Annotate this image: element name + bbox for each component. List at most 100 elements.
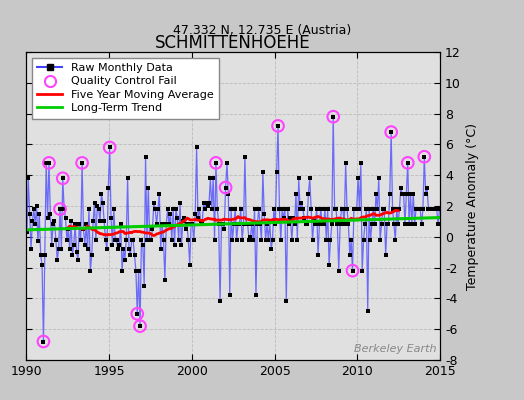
Point xyxy=(337,206,346,212)
Point xyxy=(332,206,340,212)
Point xyxy=(57,246,66,252)
Point xyxy=(435,206,444,212)
Point xyxy=(420,154,429,160)
Point xyxy=(105,144,114,151)
Point xyxy=(398,190,407,197)
Point xyxy=(81,241,89,248)
Point xyxy=(290,221,299,228)
Y-axis label: Temperature Anomaly (°C): Temperature Anomaly (°C) xyxy=(466,122,479,290)
Point xyxy=(116,221,125,228)
Point xyxy=(103,246,111,252)
Point xyxy=(198,221,206,228)
Point xyxy=(416,206,424,212)
Point xyxy=(111,237,119,243)
Point xyxy=(238,237,246,243)
Point xyxy=(174,237,183,243)
Point xyxy=(26,210,34,217)
Point xyxy=(206,175,215,182)
Point xyxy=(213,206,222,212)
Point xyxy=(59,175,67,182)
Point xyxy=(331,206,339,212)
Point xyxy=(188,221,196,228)
Point xyxy=(183,221,191,228)
Point xyxy=(43,215,52,222)
Point xyxy=(48,241,56,248)
Point xyxy=(185,261,194,268)
Point xyxy=(336,221,344,228)
Point xyxy=(413,206,422,212)
Point xyxy=(190,237,198,243)
Point xyxy=(104,184,113,191)
Point xyxy=(394,221,402,228)
Point xyxy=(126,252,135,258)
Point xyxy=(79,226,88,232)
Point xyxy=(23,229,31,235)
Point xyxy=(234,221,242,228)
Point xyxy=(118,268,126,274)
Point xyxy=(333,221,342,228)
Point xyxy=(146,237,154,243)
Point xyxy=(402,190,410,197)
Point xyxy=(373,206,381,212)
Point xyxy=(414,206,423,212)
Point xyxy=(119,246,128,252)
Point xyxy=(78,160,86,166)
Point xyxy=(49,221,57,228)
Point xyxy=(279,215,288,222)
Point xyxy=(308,237,316,243)
Point xyxy=(60,206,68,212)
Point xyxy=(412,206,420,212)
Point xyxy=(377,221,386,228)
Point xyxy=(235,221,244,228)
Point xyxy=(285,221,293,228)
Point xyxy=(59,175,67,182)
Point xyxy=(266,218,274,225)
Point xyxy=(217,221,226,228)
Point xyxy=(187,221,195,228)
Point xyxy=(326,237,335,243)
Point xyxy=(56,206,64,212)
Point xyxy=(230,221,238,228)
Point xyxy=(191,210,200,217)
Point xyxy=(100,218,108,225)
Point xyxy=(380,206,388,212)
Point xyxy=(321,206,329,212)
Point xyxy=(74,257,82,263)
Point xyxy=(52,237,60,243)
Point xyxy=(124,175,132,182)
Point xyxy=(353,206,361,212)
Point xyxy=(150,200,158,206)
Point xyxy=(63,237,71,243)
Point xyxy=(96,218,104,225)
Point xyxy=(399,190,408,197)
Point xyxy=(148,226,157,232)
Point xyxy=(101,237,110,243)
Point xyxy=(383,221,391,228)
Point xyxy=(253,221,261,228)
Point xyxy=(329,114,337,120)
Point xyxy=(259,169,267,175)
Point xyxy=(192,144,201,151)
Point xyxy=(250,206,259,212)
Point xyxy=(387,129,396,135)
Point xyxy=(35,210,43,217)
Point xyxy=(223,160,231,166)
Point xyxy=(45,160,53,166)
Point xyxy=(319,221,328,228)
Point xyxy=(108,241,117,248)
Point xyxy=(199,200,208,206)
Point xyxy=(121,257,129,263)
Point xyxy=(39,338,48,345)
Point xyxy=(427,206,435,212)
Point xyxy=(395,206,403,212)
Point xyxy=(203,203,212,209)
Point xyxy=(210,237,219,243)
Point xyxy=(310,218,318,225)
Point xyxy=(381,252,390,258)
Point xyxy=(357,160,365,166)
Point xyxy=(282,298,290,305)
Point xyxy=(318,221,326,228)
Point xyxy=(386,190,394,197)
Point xyxy=(85,206,93,212)
Point xyxy=(194,215,202,222)
